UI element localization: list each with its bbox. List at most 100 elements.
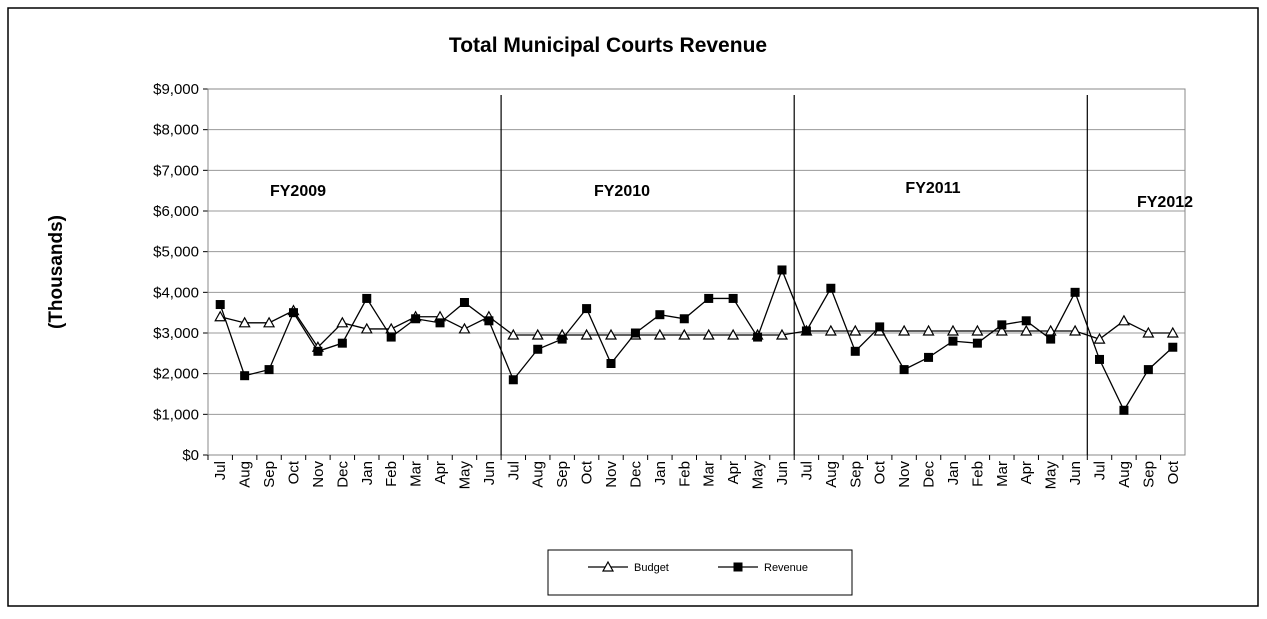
x-tick-label: Jan [652, 461, 669, 485]
data-point [508, 375, 518, 385]
legend-marker [733, 562, 743, 572]
x-tick-label: Aug [1116, 461, 1133, 488]
data-point [604, 328, 618, 340]
data-point [899, 365, 909, 375]
data-point [1117, 314, 1130, 326]
x-tick-label: May [456, 461, 473, 490]
data-point [702, 328, 715, 340]
x-tick-label: Jul [1092, 461, 1109, 480]
data-point [313, 346, 323, 356]
x-tick-label: Jul [505, 461, 522, 480]
data-point [727, 328, 740, 340]
x-tick-label: Oct [872, 460, 889, 484]
data-point [1069, 324, 1082, 336]
x-tick-label: Nov [310, 461, 327, 488]
x-tick-label: Aug [823, 461, 840, 488]
data-point [1095, 354, 1105, 364]
x-tick-label: Nov [896, 461, 913, 488]
x-tick-label: Jun [1067, 461, 1084, 485]
x-tick-label: Dec [334, 461, 351, 488]
data-point [655, 310, 665, 320]
fiscal-year-label: FY2012 [1137, 194, 1193, 211]
y-tick-label: $8,000 [153, 122, 199, 139]
data-point [775, 328, 789, 340]
x-tick-label: Mar [408, 461, 425, 487]
data-point [533, 344, 543, 354]
data-point [1046, 334, 1056, 344]
data-point [507, 328, 520, 340]
data-point [484, 316, 494, 326]
legend-label: Revenue [764, 562, 808, 574]
data-point [606, 359, 616, 368]
legend-marker [601, 560, 615, 572]
data-point [924, 352, 934, 362]
x-tick-label: Apr [725, 461, 742, 484]
x-tick-label: May [750, 461, 767, 490]
data-point [582, 304, 592, 314]
data-point [1166, 326, 1179, 338]
x-tick-label: Jan [945, 461, 962, 485]
chart-title: Total Municipal Courts Revenue [449, 34, 767, 57]
data-point [653, 328, 666, 340]
x-tick-label: Nov [603, 461, 620, 488]
data-point [922, 324, 935, 336]
data-point [753, 332, 763, 342]
fiscal-year-label: FY2009 [270, 183, 326, 200]
x-tick-label: Jan [359, 461, 376, 485]
data-point [458, 322, 471, 334]
x-tick-label: Aug [237, 461, 254, 488]
data-point [849, 324, 862, 336]
x-tick-label: Jul [798, 461, 815, 480]
fiscal-year-label: FY2011 [905, 180, 960, 197]
series-line [219, 268, 1174, 412]
data-point [1021, 316, 1031, 326]
data-point [435, 318, 445, 328]
data-point [411, 314, 421, 324]
y-tick-label: $7,000 [153, 162, 199, 179]
series-line [220, 309, 1173, 349]
data-point [1020, 324, 1033, 336]
data-point [1143, 365, 1153, 375]
data-point [801, 326, 811, 336]
x-tick-label: Dec [627, 461, 644, 488]
data-point [360, 322, 373, 334]
data-point [971, 324, 984, 336]
data-point [240, 371, 250, 381]
data-point [1070, 287, 1080, 297]
data-point [1093, 332, 1106, 344]
data-point [850, 346, 860, 356]
data-point [337, 338, 347, 348]
data-point [1119, 405, 1129, 415]
y-tick-label: $1,000 [153, 406, 199, 423]
data-point [215, 300, 225, 310]
data-point [264, 365, 274, 375]
data-point [898, 324, 911, 336]
x-tick-label: Oct [1165, 460, 1182, 484]
x-tick-label: Dec [921, 461, 938, 488]
x-tick-label: Feb [969, 461, 986, 487]
data-point [557, 334, 567, 344]
x-tick-label: Apr [1018, 461, 1035, 484]
x-tick-label: Sep [1140, 461, 1157, 488]
data-point [875, 322, 885, 332]
data-point [777, 265, 787, 275]
x-tick-label: Sep [847, 461, 864, 488]
data-point [336, 316, 349, 328]
y-tick-label: $5,000 [153, 244, 199, 261]
x-tick-label: Jul [212, 461, 229, 480]
data-point [972, 338, 982, 348]
data-point [288, 308, 298, 318]
x-tick-label: Apr [432, 461, 449, 484]
y-axis-label: (Thousands) [46, 215, 67, 329]
x-tick-label: Sep [261, 461, 278, 488]
data-point [728, 293, 738, 303]
data-point [263, 316, 276, 328]
data-point [630, 328, 640, 338]
data-point [678, 328, 691, 340]
x-tick-label: Oct [579, 460, 596, 484]
data-point [580, 328, 593, 340]
data-point [238, 316, 251, 328]
x-tick-label: Mar [994, 461, 1011, 487]
data-point [824, 324, 837, 336]
